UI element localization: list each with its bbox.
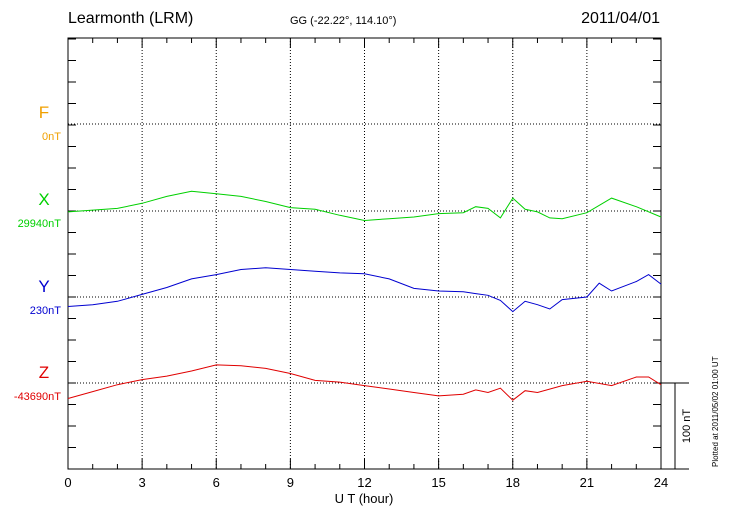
x-axis-title: U T (hour) xyxy=(335,491,394,506)
series-line-y xyxy=(67,267,662,313)
x-tick-label: 0 xyxy=(64,475,71,490)
x-tick-label: 12 xyxy=(357,475,371,490)
x-tick-label: 6 xyxy=(213,475,220,490)
series-name-y: Y xyxy=(38,277,49,296)
x-tick-label: 3 xyxy=(139,475,146,490)
series-name-z: Z xyxy=(39,363,49,382)
series-name-x: X xyxy=(38,190,49,209)
station-title: Learmonth (LRM) xyxy=(68,10,194,27)
x-tick-label: 21 xyxy=(580,475,594,490)
series-name-f: F xyxy=(39,103,49,122)
date-label: 2011/04/01 xyxy=(581,10,660,27)
scale-bar-label: 100 nT xyxy=(681,409,693,444)
series-baseline-y: 230nT xyxy=(30,305,61,317)
series-baseline-x: 29940nT xyxy=(18,218,62,230)
series-line-z xyxy=(67,364,662,401)
x-tick-label: 15 xyxy=(431,475,445,490)
ticks: 0 3 6 9 12 15 18 21 24 xyxy=(64,38,668,490)
scale-bar: 100 nT xyxy=(661,382,693,470)
series-lines xyxy=(67,190,662,401)
grid xyxy=(68,38,661,469)
coordinates-label: GG (-22.22°, 114.10°) xyxy=(290,15,397,27)
x-tick-label: 9 xyxy=(287,475,294,490)
series-labels: F 0nT X 29940nT Y 230nT Z -43690nT xyxy=(14,103,61,403)
series-line-x xyxy=(67,190,662,222)
x-tick-label: 18 xyxy=(506,475,520,490)
series-baseline-f: 0nT xyxy=(42,131,61,143)
x-tick-label: 24 xyxy=(654,475,668,490)
series-baseline-z: -43690nT xyxy=(14,391,61,403)
